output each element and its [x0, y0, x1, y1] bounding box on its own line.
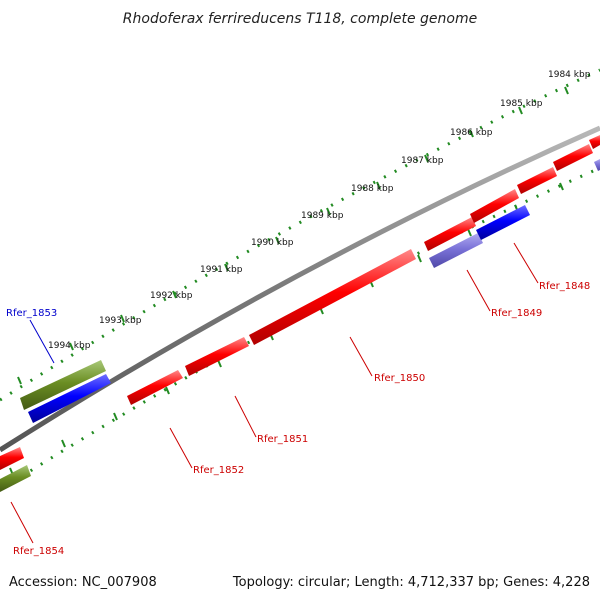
leader-rfer-1853 — [29, 319, 55, 364]
rna-block-rfer-1853[interactable] — [20, 360, 106, 410]
scale-label-1993: 1993 kbp — [99, 316, 142, 326]
gene-label-rfer-1849[interactable]: Rfer_1849 — [491, 308, 542, 319]
gene-block-selected[interactable] — [429, 233, 483, 268]
gene-block-rfer-1848[interactable] — [424, 217, 476, 251]
scale-label-1986: 1986 kbp — [450, 128, 493, 138]
gene-label-rfer-1852[interactable]: Rfer_1852 — [193, 465, 244, 476]
scale-label-1984: 1984 kbp — [548, 70, 591, 80]
gene-block-purple-edge[interactable] — [594, 159, 600, 171]
outer-scale-ruler — [0, 68, 600, 402]
gene-block-a[interactable] — [470, 189, 519, 223]
gene-label-rfer-1851[interactable]: Rfer_1851 — [257, 434, 308, 445]
gene-label-rfer-1848[interactable]: Rfer_1848 — [539, 281, 590, 292]
leader-rfer-1849 — [466, 269, 491, 312]
scale-label-1990: 1990 kbp — [251, 238, 294, 248]
gene-block-rfer-1849[interactable] — [249, 249, 416, 345]
gene-block-rfer-1851[interactable] — [127, 370, 183, 405]
leader-rfer-1848 — [513, 242, 539, 284]
gene-block-rfer-1853[interactable] — [28, 374, 111, 423]
genome-backbone — [0, 125, 600, 453]
leader-rfer-1852 — [169, 427, 193, 469]
accession-text: Accession: NC_007908 — [9, 575, 157, 590]
scale-label-1994: 1994 kbp — [48, 341, 91, 351]
gene-block-blue-right[interactable] — [476, 205, 530, 240]
map-title: Rhodoferax ferrireducens T118, complete … — [123, 11, 477, 27]
scale-label-1985: 1985 kbp — [500, 99, 543, 109]
leader-rfer-1854 — [10, 501, 34, 544]
outer-major-ticks — [17, 86, 569, 385]
leader-rfer-1851 — [234, 395, 257, 438]
scale-label-1987: 1987 kbp — [401, 156, 444, 166]
scale-label-1989: 1989 kbp — [301, 211, 344, 221]
leader-rfer-1850 — [349, 336, 373, 377]
scale-label-1992: 1992 kbp — [150, 291, 193, 301]
gene-label-rfer-1850[interactable]: Rfer_1850 — [374, 373, 425, 384]
leader-lines — [10, 242, 539, 544]
reverse-genes — [0, 159, 600, 492]
genome-summary-text: Topology: circular; Length: 4,712,337 bp… — [232, 575, 590, 590]
rna-block-rfer-1854[interactable] — [0, 465, 31, 492]
scale-labels: 1984 kbp 1985 kbp 1986 kbp 1987 kbp 1988… — [48, 70, 591, 351]
gene-label-rfer-1854[interactable]: Rfer_1854 — [13, 546, 64, 557]
forward-genes — [0, 135, 600, 470]
gene-block-left-edge[interactable] — [0, 447, 24, 470]
gene-block-rfer-1850[interactable] — [185, 337, 249, 376]
gene-labels: Rfer_1848 Rfer_1849 Rfer_1850 Rfer_1851 … — [6, 281, 590, 557]
scale-label-1988: 1988 kbp — [351, 184, 394, 194]
gene-label-rfer-1853[interactable]: Rfer_1853 — [6, 308, 57, 319]
scale-label-1991: 1991 kbp — [200, 265, 243, 275]
gene-block-b[interactable] — [517, 167, 557, 194]
gene-block-d[interactable] — [589, 135, 600, 149]
gene-block-c[interactable] — [553, 144, 593, 171]
